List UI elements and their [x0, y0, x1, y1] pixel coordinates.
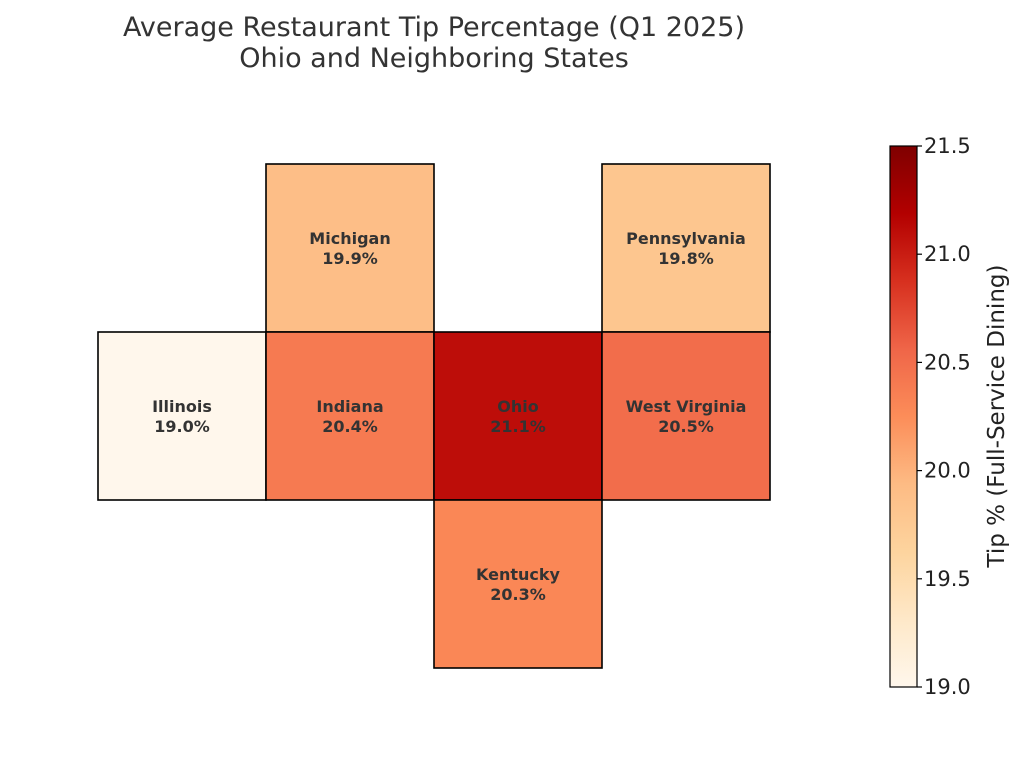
- tile-value-label: 19.0%: [154, 417, 210, 436]
- tile-rect-ohio: [433, 331, 603, 501]
- chart-subtitle: Ohio and Neighboring States: [239, 43, 629, 74]
- tile-value-label: 19.9%: [322, 249, 378, 268]
- tile-state-name: Illinois: [152, 397, 212, 416]
- tile-state-name: Indiana: [316, 397, 383, 416]
- colorbar-gradient: [889, 145, 918, 688]
- colorbar-tick-label: 20.0: [924, 459, 971, 483]
- colorbar-tick-label: 20.5: [924, 350, 971, 374]
- tile-rect-indiana: [265, 331, 435, 501]
- tile-state-name: Ohio: [497, 397, 538, 416]
- tile-state-name: Kentucky: [476, 565, 561, 584]
- tile-rect-west-virginia: [601, 331, 771, 501]
- colorbar: 19.0 19.5 20.0 20.5 21.0 21.5 Tip % (Full-Ser…: [889, 134, 1010, 699]
- tile-grid: Michigan19.9%Pennsylvania19.8%Illinois19…: [97, 163, 771, 669]
- colorbar-ticks: 19.0 19.5 20.0 20.5 21.0 21.5: [917, 134, 971, 699]
- tile-value-label: 21.1%: [490, 417, 546, 436]
- tile-rect-pennsylvania: [601, 163, 771, 333]
- tile-rect-illinois: [97, 331, 267, 501]
- tile-value-label: 19.8%: [658, 249, 714, 268]
- tile-value-label: 20.5%: [658, 417, 714, 436]
- colorbar-tick-label: 21.0: [924, 242, 971, 266]
- chart-title: Average Restaurant Tip Percentage (Q1 20…: [123, 12, 745, 43]
- tile-rect-michigan: [265, 163, 435, 333]
- tile-value-label: 20.4%: [322, 417, 378, 436]
- colorbar-tick-label: 21.5: [924, 134, 971, 158]
- tile-rect-kentucky: [433, 499, 603, 669]
- colorbar-tick-label: 19.0: [924, 675, 971, 699]
- colorbar-tick-label: 19.5: [924, 567, 971, 591]
- tile-value-label: 20.3%: [490, 585, 546, 604]
- tile-state-name: Michigan: [309, 229, 390, 248]
- tile-state-name: Pennsylvania: [626, 229, 746, 248]
- tile-state-name: West Virginia: [626, 397, 747, 416]
- colorbar-label: Tip % (Full-Service Dining): [984, 265, 1010, 569]
